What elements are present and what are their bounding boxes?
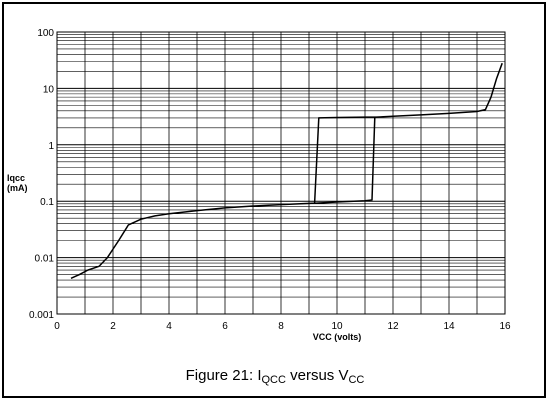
x-tick-label: 12 xyxy=(387,321,399,332)
series-line-2 xyxy=(314,117,376,204)
x-tick-label: 10 xyxy=(331,321,343,332)
figure-caption: Figure 21: IQCC versus VCC xyxy=(0,367,550,386)
y-tick-label: 100 xyxy=(37,28,54,39)
x-tick-label: 14 xyxy=(443,321,455,332)
caption-prefix: Figure 21: I xyxy=(185,367,262,384)
grid xyxy=(56,32,506,315)
y-axis-label-line-2: (mA) xyxy=(7,183,28,193)
y-tick-label: 0.1 xyxy=(40,197,54,208)
x-tick-label: 6 xyxy=(222,321,228,332)
x-tick-label: 8 xyxy=(278,321,284,332)
x-tick-label: 16 xyxy=(499,321,511,332)
plot-area xyxy=(56,31,506,315)
series-layer xyxy=(70,62,503,279)
x-tick-label: 0 xyxy=(54,321,60,332)
y-tick-label: 10 xyxy=(43,84,55,95)
x-tick-label: 2 xyxy=(110,321,116,332)
series-line-1 xyxy=(70,62,503,279)
caption-subscript-1: QCC xyxy=(261,374,286,386)
chart-frame xyxy=(2,2,546,398)
y-tick-label: 0.001 xyxy=(29,310,54,321)
caption-subscript-2: CC xyxy=(348,374,365,386)
x-tick-label: 4 xyxy=(166,321,172,332)
y-axis-label-line-1: Iqcc xyxy=(7,173,25,183)
y-tick-label: 1 xyxy=(48,141,54,152)
y-tick-label: 0.01 xyxy=(35,254,55,265)
caption-middle: versus V xyxy=(285,367,349,384)
x-axis-label: VCC (volts) xyxy=(313,332,362,342)
tick-labels: 0 2 4 6 8 10 12 14 16 0.001 0.01 0.1 1 10 100 xyxy=(29,28,511,332)
